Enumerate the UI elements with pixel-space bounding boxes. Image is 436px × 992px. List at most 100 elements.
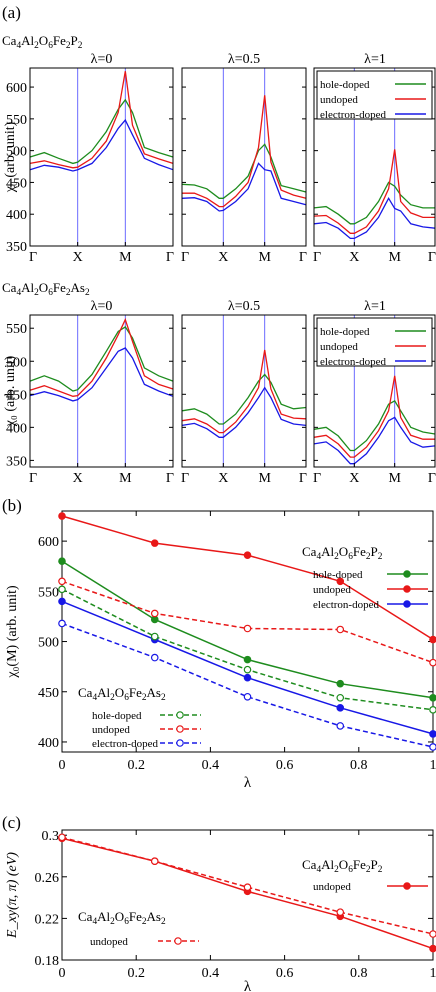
series-line-undoped <box>181 349 307 434</box>
series-line-undoped <box>313 149 435 234</box>
subplot-frame <box>313 314 436 468</box>
data-point <box>429 730 436 738</box>
subplot-title: λ=1 <box>364 299 386 314</box>
subplot-frame <box>313 67 436 247</box>
x-tick-label: M <box>258 471 271 486</box>
y-tick-label: 0.18 <box>35 954 60 969</box>
x-axis-label: λ <box>244 979 252 992</box>
y-tick-label: 500 <box>6 355 27 370</box>
data-point <box>243 883 252 892</box>
x-tick-label: 0.2 <box>127 758 145 773</box>
y-tick-label: 400 <box>6 421 27 436</box>
y-tick-label: 0.26 <box>35 871 60 886</box>
series-line-electron-doped <box>61 622 434 748</box>
y-axis-label: χ₀ (arb. unit) <box>3 121 18 193</box>
series-line-undoped <box>29 317 174 397</box>
data-point <box>429 658 436 667</box>
y-tick-label: 0.3 <box>42 829 60 844</box>
x-tick-label: M <box>119 471 132 486</box>
legend-label: undoped <box>313 584 351 596</box>
legend-title: Ca4Al2O6Fe2As2 <box>78 909 166 927</box>
plot-frame <box>61 510 434 753</box>
data-point <box>336 908 345 916</box>
subplot-frame <box>29 314 174 468</box>
data-point <box>429 635 436 644</box>
x-tick-label: 0.2 <box>127 966 145 981</box>
y-axis-label: χ₀(M) (arb. unit) <box>5 585 20 679</box>
x-tick-label: X <box>218 471 228 486</box>
data-point <box>336 704 345 712</box>
data-point <box>58 512 66 520</box>
data-point <box>336 625 345 634</box>
subplot-title: λ=0.5 <box>228 52 260 67</box>
data-point <box>243 665 252 674</box>
data-point <box>336 722 345 730</box>
legend-label: hole-doped <box>92 710 142 722</box>
series-line-electron-doped <box>29 118 174 172</box>
subplot-title: λ=0 <box>91 299 113 314</box>
data-point <box>58 585 66 594</box>
y-axis-label: χ₀ (arb. unit) <box>3 355 18 427</box>
x-tick-label: 0.8 <box>350 758 368 773</box>
x-tick-label: Γ <box>181 250 189 265</box>
panel-label-a: (a) <box>2 3 21 22</box>
series-line-hole-doped <box>29 98 174 165</box>
series-line-hole-doped <box>29 325 174 392</box>
legend-label: electron-doped <box>92 738 158 750</box>
legend-label: electron-doped <box>313 599 379 611</box>
x-axis-label: λ <box>244 775 252 791</box>
data-point <box>58 619 66 628</box>
x-tick-label: X <box>349 250 359 265</box>
x-tick-label: 1 <box>430 758 436 773</box>
series-line-electron-doped <box>181 162 307 212</box>
x-tick-label: 1 <box>430 966 436 981</box>
legend-marker <box>176 739 184 747</box>
x-tick-label: Γ <box>428 471 436 486</box>
data-point <box>243 624 252 633</box>
series-line-hole-doped <box>313 181 435 225</box>
subplot-frame <box>181 314 307 468</box>
subplot-frame <box>181 67 307 247</box>
x-tick-label: X <box>73 471 83 486</box>
x-tick-label: Γ <box>29 250 37 265</box>
x-tick-label: X <box>73 250 83 265</box>
series-line-hole-doped <box>181 143 307 199</box>
data-point <box>150 653 159 662</box>
y-tick-label: 400 <box>38 736 59 751</box>
x-tick-label: M <box>388 471 401 486</box>
y-tick-label: 0.22 <box>35 912 60 927</box>
series-line-electron-doped <box>181 386 307 438</box>
data-point <box>243 673 252 682</box>
x-tick-label: M <box>119 250 132 265</box>
x-tick-label: 0.6 <box>276 758 294 773</box>
series-line-electron-doped <box>313 196 436 240</box>
y-tick-label: 550 <box>38 585 59 600</box>
series-line-undoped <box>29 71 174 169</box>
x-tick-label: Γ <box>299 250 307 265</box>
x-tick-label: Γ <box>166 250 174 265</box>
legend-title: Ca4Al2O6Fe2P2 <box>302 544 383 562</box>
data-point <box>58 597 66 606</box>
y-tick-label: 550 <box>6 322 27 337</box>
x-tick-label: X <box>349 471 359 486</box>
series-line-undoped <box>182 95 307 208</box>
material-label: Ca4Al2O6Fe2As2 <box>2 280 90 298</box>
legend-marker <box>403 600 411 608</box>
series-line-undoped <box>313 375 435 458</box>
data-point <box>243 551 252 559</box>
legend-title: Ca4Al2O6Fe2P2 <box>302 857 383 875</box>
legend-title: Ca4Al2O6Fe2As2 <box>78 685 166 703</box>
x-tick-label: Γ <box>313 250 321 265</box>
series-line-electron-doped <box>313 416 436 465</box>
legend-label: electron-doped <box>320 109 386 121</box>
data-point <box>336 693 345 702</box>
data-point <box>243 692 252 701</box>
x-tick-label: M <box>258 250 271 265</box>
legend-marker <box>176 711 184 719</box>
legend-box <box>316 317 433 367</box>
legend-label: electron-doped <box>320 356 386 368</box>
data-point <box>150 539 159 547</box>
x-tick-label: 0.8 <box>350 966 368 981</box>
